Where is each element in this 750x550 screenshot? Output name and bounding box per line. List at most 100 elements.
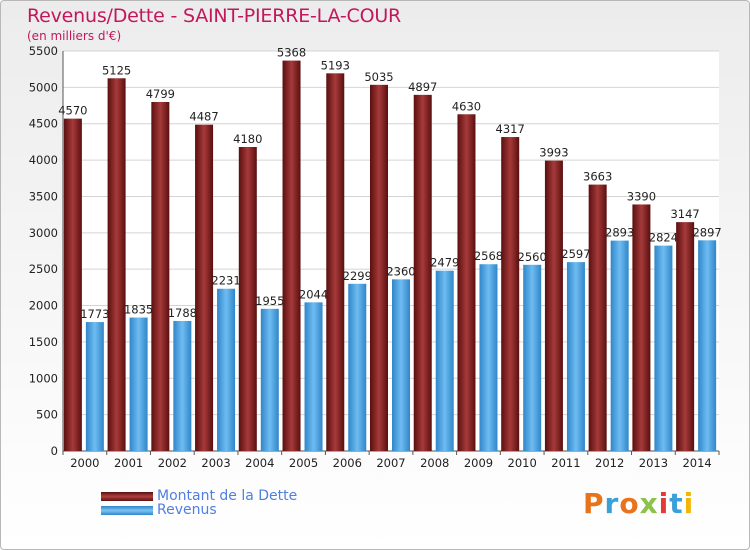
bar-revenus-2007 <box>392 279 410 451</box>
legend-swatch-dette <box>101 491 153 501</box>
data-label-dette-2010: 4317 <box>496 122 525 136</box>
x-tick-label-2006: 2006 <box>333 456 362 470</box>
legend-item-dette: Montant de la Dette <box>101 488 297 504</box>
data-label-dette-2006: 5193 <box>321 58 350 72</box>
plot-area <box>63 51 719 451</box>
data-label-dette-2013: 3390 <box>627 189 656 203</box>
x-tick-label-2013: 2013 <box>639 456 668 470</box>
y-tick-label: 1000 <box>29 371 58 385</box>
data-label-dette-2000: 4570 <box>58 104 87 118</box>
data-label-dette-2007: 5035 <box>364 70 393 84</box>
bar-revenus-2003 <box>217 288 236 451</box>
bar-revenus-2001 <box>129 317 148 451</box>
data-label-revenus-2011: 2597 <box>561 247 590 261</box>
x-tick-label-2001: 2001 <box>114 456 143 470</box>
x-tick-label-2002: 2002 <box>158 456 187 470</box>
data-label-dette-2011: 3993 <box>539 146 568 160</box>
data-label-dette-2001: 5125 <box>102 63 131 77</box>
legend-label-revenus: Revenus <box>157 502 217 518</box>
x-tick-label-2008: 2008 <box>420 456 449 470</box>
logo-letter: i <box>658 487 670 520</box>
data-label-revenus-2008: 2479 <box>430 256 459 270</box>
bar-dette-2012 <box>588 184 607 451</box>
data-label-revenus-2004: 1955 <box>255 294 284 308</box>
bar-dette-2011 <box>544 160 563 451</box>
proxiti-logo: Proxiti <box>583 487 694 520</box>
chart-title: Revenus/Dette - SAINT-PIERRE-LA-COUR <box>27 5 402 27</box>
y-tick-label: 5500 <box>29 44 58 58</box>
data-label-dette-2012: 3663 <box>583 170 612 184</box>
bar-revenus-2012 <box>610 240 629 451</box>
logo-letter: t <box>669 487 684 520</box>
bar-revenus-2010 <box>523 264 542 451</box>
x-tick-label-2007: 2007 <box>376 456 405 470</box>
bar-dette-2014 <box>676 222 695 451</box>
x-tick-label-2012: 2012 <box>595 456 624 470</box>
x-tick-label-2010: 2010 <box>508 456 537 470</box>
bar-dette-2000 <box>63 118 82 452</box>
logo-letter: x <box>639 487 659 520</box>
y-tick-label: 2000 <box>29 299 58 313</box>
data-label-revenus-2007: 2360 <box>386 264 415 278</box>
data-label-revenus-2012: 2893 <box>605 226 634 240</box>
bar-revenus-2014 <box>698 240 717 451</box>
bar-revenus-2009 <box>479 264 498 451</box>
data-label-revenus-2003: 2231 <box>211 274 240 288</box>
bar-revenus-2011 <box>566 262 585 451</box>
bar-revenus-2000 <box>85 322 104 451</box>
bar-dette-2003 <box>195 124 214 451</box>
data-label-revenus-2014: 2897 <box>692 225 721 239</box>
data-label-dette-2002: 4799 <box>146 87 175 101</box>
data-label-dette-2009: 4630 <box>452 99 481 113</box>
y-tick-label: 3000 <box>29 226 58 240</box>
bar-revenus-2006 <box>348 283 367 451</box>
data-label-revenus-2005: 2044 <box>299 287 328 301</box>
data-label-revenus-2006: 2299 <box>343 269 372 283</box>
y-tick-label: 500 <box>36 408 58 422</box>
x-tick-label-2004: 2004 <box>245 456 274 470</box>
bar-dette-2010 <box>501 137 520 451</box>
legend-swatch-revenus <box>101 505 153 515</box>
y-tick-label: 4000 <box>29 153 58 167</box>
y-tick-label: 0 <box>51 444 58 458</box>
data-label-revenus-2001: 1835 <box>124 303 153 317</box>
x-tick-label-2009: 2009 <box>464 456 493 470</box>
bar-revenus-2004 <box>260 308 279 451</box>
chart-subtitle: (en milliers d'€) <box>27 29 122 43</box>
x-tick-label-2011: 2011 <box>551 456 580 470</box>
data-label-dette-2004: 4180 <box>233 132 262 146</box>
data-label-dette-2014: 3147 <box>670 207 699 221</box>
bar-revenus-2002 <box>173 320 192 451</box>
bar-dette-2006 <box>326 73 345 451</box>
logo-letter: i <box>683 487 695 520</box>
data-label-revenus-2000: 1773 <box>80 307 109 321</box>
data-label-revenus-2010: 2560 <box>518 250 547 264</box>
data-label-revenus-2002: 1788 <box>168 306 197 320</box>
data-label-dette-2003: 4487 <box>189 110 218 124</box>
bar-dette-2008 <box>413 94 432 451</box>
bar-revenus-2008 <box>435 270 454 451</box>
y-tick-label: 4500 <box>29 117 58 131</box>
bar-dette-2004 <box>238 147 257 451</box>
bar-dette-2001 <box>107 78 126 451</box>
x-tick-label-2014: 2014 <box>682 456 711 470</box>
y-tick-label: 5000 <box>29 80 58 94</box>
legend-label-dette: Montant de la Dette <box>157 488 298 504</box>
data-label-dette-2008: 4897 <box>408 80 437 94</box>
data-label-revenus-2013: 2824 <box>649 231 678 245</box>
bar-dette-2002 <box>151 101 170 452</box>
bar-revenus-2013 <box>654 245 673 451</box>
y-tick-label: 2500 <box>29 262 58 276</box>
legend-item-revenus: Revenus <box>101 502 217 518</box>
bar-dette-2009 <box>457 114 476 451</box>
y-tick-label: 1500 <box>29 335 58 349</box>
x-tick-label-2000: 2000 <box>70 456 99 470</box>
data-label-revenus-2009: 2568 <box>474 249 503 263</box>
logo-letter: r <box>604 487 620 520</box>
x-tick-label-2003: 2003 <box>201 456 230 470</box>
bar-dette-2005 <box>282 60 301 451</box>
bar-dette-2007 <box>370 84 388 452</box>
data-label-dette-2005: 5368 <box>277 46 306 60</box>
